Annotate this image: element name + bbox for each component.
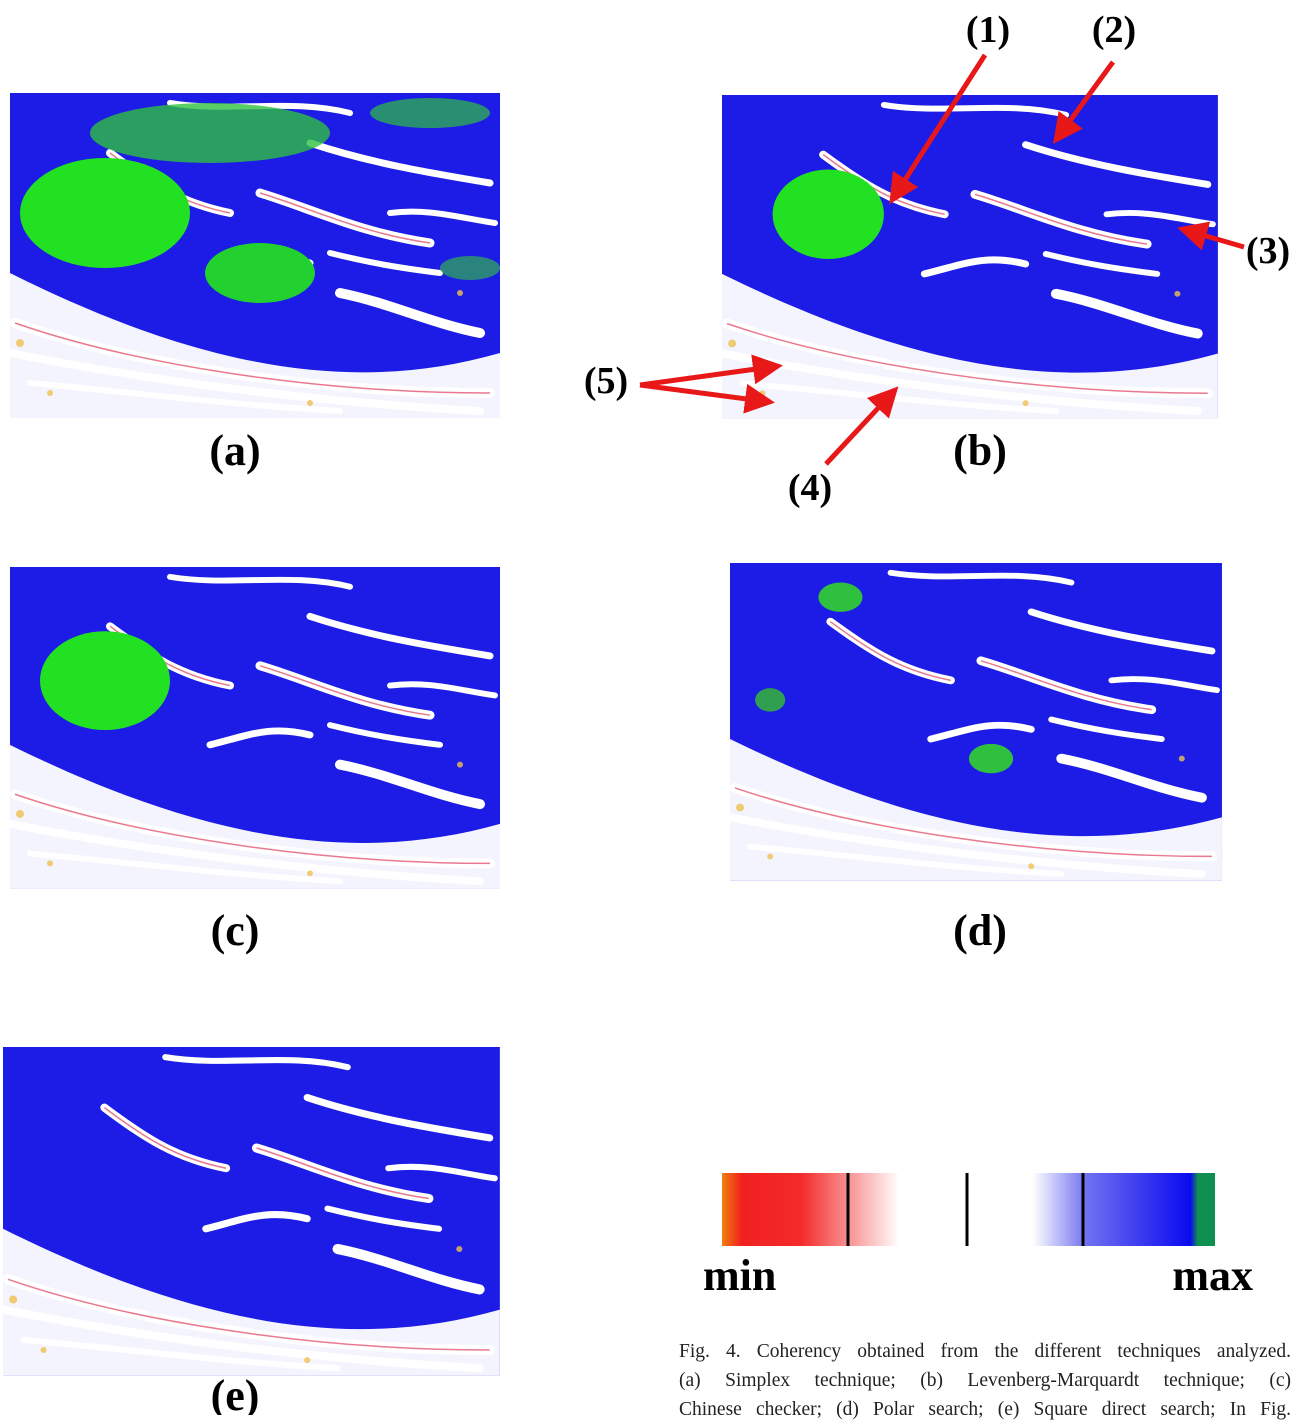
panel-b-image <box>722 95 1218 418</box>
caption: Fig. 4. Coherency obtained from the diff… <box>679 1337 1291 1424</box>
colorbar <box>722 1173 1215 1246</box>
panel-a-image <box>10 93 500 418</box>
panel-c-image <box>10 567 500 888</box>
panel-label: (b) <box>953 426 1007 475</box>
annotation-label: (2) <box>1092 9 1136 51</box>
panel-d-image <box>730 563 1222 881</box>
colorbar-min-label: min <box>703 1251 776 1300</box>
panel-label: (e) <box>211 1371 260 1415</box>
panel-label: (d) <box>953 906 1007 955</box>
caption-line: Fig. 4. Coherency obtained from the diff… <box>679 1341 1291 1362</box>
annotation-label: (3) <box>1246 230 1290 272</box>
caption-line: Chinese checker; (d) Polar search; (e) S… <box>679 1399 1291 1420</box>
annotation-label: (5) <box>584 360 628 402</box>
panel-label: (a) <box>209 426 260 475</box>
caption-line: (a) Simplex technique; (b) Levenberg-Mar… <box>679 1370 1291 1391</box>
annotation-label: (4) <box>788 467 832 509</box>
annotation-label: (1) <box>966 9 1010 51</box>
panel-e-image <box>3 1047 500 1375</box>
colorbar-max-label: max <box>1172 1251 1253 1300</box>
panel-label: (c) <box>211 906 260 955</box>
annotation-arrows <box>639 53 1245 466</box>
